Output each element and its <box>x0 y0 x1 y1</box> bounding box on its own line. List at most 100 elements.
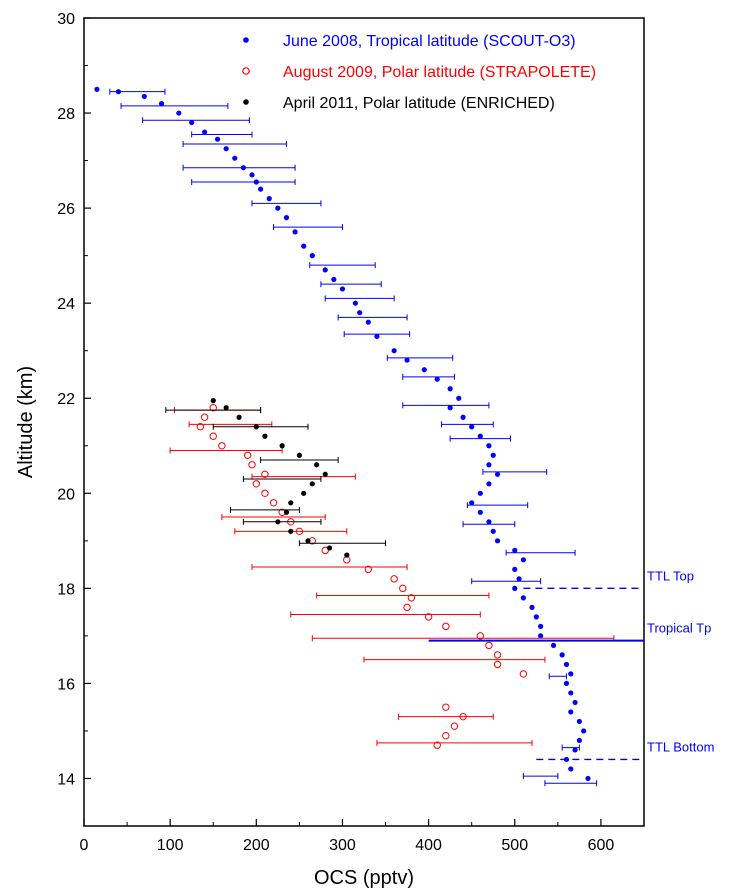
data-point <box>512 585 518 591</box>
data-point <box>581 728 587 734</box>
legend-entry: August 2009, Polar latitude (STRAPOLETE) <box>283 64 596 81</box>
data-point <box>94 86 100 92</box>
august-2009-series <box>169 404 615 749</box>
data-point <box>421 367 427 373</box>
data-point <box>292 229 298 235</box>
y-tick-label: 26 <box>57 201 75 218</box>
data-point <box>158 100 165 107</box>
legend: June 2008, Tropical latitude (SCOUT-O3) A… <box>242 33 596 112</box>
plot-layer <box>94 86 615 787</box>
data-point <box>486 443 492 449</box>
data-point <box>476 632 485 640</box>
data-point <box>232 155 238 161</box>
data-point <box>585 775 591 782</box>
data-point <box>223 146 229 152</box>
y-tick-label: 28 <box>57 106 75 123</box>
data-point <box>339 286 346 292</box>
april-2011-series <box>165 398 387 558</box>
data-point <box>115 89 122 95</box>
data-point <box>469 500 475 506</box>
data-point <box>390 575 398 583</box>
data-point <box>568 671 574 677</box>
data-point <box>374 333 380 340</box>
x-axis-title: OCS (pptv) <box>314 867 414 889</box>
data-point <box>252 480 261 488</box>
data-point <box>568 709 574 715</box>
data-point <box>262 433 268 439</box>
data-point <box>516 576 522 582</box>
data-point <box>494 538 501 544</box>
june-2008-series <box>94 86 598 787</box>
data-point <box>253 424 259 430</box>
data-point <box>288 500 294 506</box>
annotation-label: Tropical Tp <box>647 621 711 636</box>
data-point <box>249 172 255 178</box>
annotation-layer: TTL Top Tropical Tp TTL Bottom <box>428 568 714 761</box>
data-point <box>344 552 350 558</box>
data-point <box>243 451 252 459</box>
data-point <box>331 276 337 283</box>
data-point <box>568 766 574 772</box>
annotation-label: TTL Top <box>647 568 694 583</box>
data-point <box>266 196 272 202</box>
data-point <box>450 722 459 730</box>
data-point <box>305 538 311 544</box>
data-point <box>404 357 410 363</box>
legend-entry: June 2008, Tropical latitude (SCOUT-O3) <box>283 33 576 50</box>
data-point <box>240 165 246 171</box>
data-point <box>572 699 578 706</box>
data-point <box>447 386 453 392</box>
data-point <box>486 519 492 525</box>
data-point <box>296 452 302 458</box>
y-tick-label: 24 <box>57 296 75 313</box>
data-point <box>189 119 195 126</box>
data-point <box>288 528 294 534</box>
x-tick-label: 400 <box>415 837 442 854</box>
y-tick-label: 14 <box>57 771 75 788</box>
x-tick-label: 300 <box>329 837 356 854</box>
data-point <box>447 405 453 411</box>
data-point <box>301 490 307 496</box>
data-point <box>424 613 433 621</box>
data-point <box>209 432 217 440</box>
data-point <box>218 442 226 450</box>
data-point <box>364 565 373 574</box>
x-tick-label: 500 <box>501 837 528 854</box>
data-point <box>486 462 492 468</box>
y-tick-label: 16 <box>57 676 75 693</box>
data-point <box>403 603 411 612</box>
data-point <box>520 557 526 563</box>
data-point <box>494 471 501 477</box>
data-point <box>442 703 450 711</box>
data-point <box>352 300 358 306</box>
data-point <box>202 129 208 135</box>
data-point <box>253 179 259 185</box>
data-point <box>469 424 475 430</box>
data-point <box>196 423 205 431</box>
data-point <box>538 633 544 639</box>
legend-marker <box>243 37 249 43</box>
data-point <box>223 405 229 411</box>
legend-entry: April 2011, Polar latitude (ENRICHED) <box>283 95 555 112</box>
data-point <box>519 670 528 678</box>
data-point <box>407 594 416 602</box>
data-point <box>520 595 526 601</box>
data-point <box>321 546 329 555</box>
data-point <box>399 584 407 593</box>
data-point <box>141 93 147 100</box>
y-axis-title: Altitude (km) <box>15 366 37 478</box>
data-point <box>486 481 492 487</box>
data-point <box>269 499 278 507</box>
data-point <box>391 348 397 354</box>
data-point <box>200 413 209 421</box>
y-tick-label: 18 <box>57 581 75 598</box>
annotation-label: TTL Bottom <box>647 739 714 754</box>
data-point <box>301 243 307 249</box>
data-point <box>572 747 578 753</box>
data-point <box>477 509 483 515</box>
data-point <box>512 566 518 572</box>
data-point <box>459 712 467 721</box>
data-point <box>309 481 315 487</box>
data-point <box>568 690 574 696</box>
